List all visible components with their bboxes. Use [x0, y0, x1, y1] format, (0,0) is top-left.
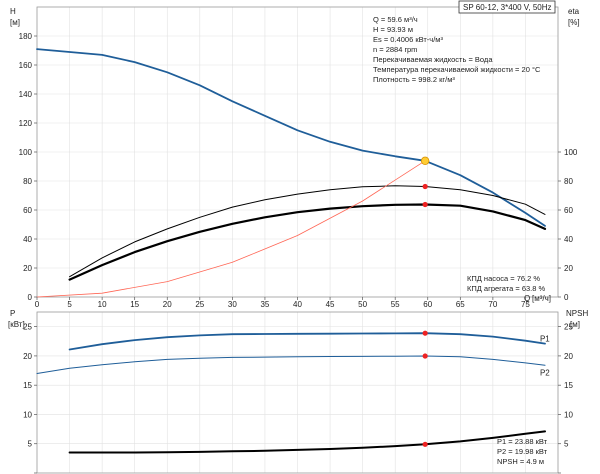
p1-curve [68, 332, 546, 351]
q-tick-label: 60 [423, 300, 432, 309]
h-tick-label: 120 [19, 119, 33, 128]
q-tick-label: 50 [358, 300, 367, 309]
bottom-ticks: 5 10 15 20 25 5 10 15 20 25 [23, 323, 573, 474]
q-tick-label: 0 [35, 300, 40, 309]
efficiency-line: КПД агрегата = 63.8 % [467, 284, 545, 293]
q-tick-label: 70 [488, 300, 497, 309]
q-axis-unit: [м³/ч] [532, 294, 551, 303]
eta-axis-unit: [%] [568, 18, 580, 27]
p-tick-label: 5 [28, 440, 33, 449]
npsh-curve [68, 430, 546, 454]
npsh-tick-label: 15 [564, 381, 573, 390]
q-tick-label: 25 [195, 300, 204, 309]
p-axis-label: P [10, 309, 15, 318]
eta-tick-label: 60 [564, 206, 573, 215]
q-tick-label: 10 [98, 300, 107, 309]
eta-tick-label: 0 [564, 293, 569, 302]
info-line: Es = 0.4006 кВт-ч/м³ [373, 35, 443, 44]
eta-axis-label: eta [568, 7, 580, 16]
info-line: Плотность = 998.2 кг/м³ [373, 75, 455, 84]
bottom-curves: P1 P2 [36, 330, 550, 454]
result-line: P1 = 23.88 кВт [497, 437, 548, 446]
info-line: n = 2884 rpm [373, 45, 417, 54]
efficiency-info: КПД насоса = 76.2 %КПД агрегата = 63.8 % [467, 274, 545, 293]
series-label-p2: P2 [540, 368, 550, 377]
h-axis-unit: [м] [10, 18, 20, 27]
q-tick-label: 40 [293, 300, 302, 309]
unit-efficiency-curve [68, 203, 547, 281]
bottom-plot-frame [36, 311, 559, 474]
eta-tick-label: 100 [564, 148, 578, 157]
result-line: NPSH = 4.9 м [497, 457, 544, 466]
q-tick-label: 15 [130, 300, 139, 309]
h-tick-label: 160 [19, 61, 33, 70]
q-tick-label: 75 [521, 300, 530, 309]
h-tick-label: 0 [28, 293, 33, 302]
head-curve [36, 48, 546, 227]
result-line: P2 = 19.98 кВт [497, 447, 548, 456]
q-tick-label: 5 [67, 300, 72, 309]
duty-point-npsh [422, 441, 428, 447]
info-line: H = 93.93 м [373, 25, 413, 34]
duty-point-pump-efficiency [422, 183, 428, 190]
eta-tick-label: 40 [564, 235, 573, 244]
top-ticks: 0 20 40 60 80 100 120 140 160 180 0 20 40 60 80 100 0 5 10… [19, 32, 578, 309]
p-axis-unit: [кВт] [8, 320, 25, 329]
q-tick-label: 35 [260, 300, 269, 309]
p-tick-label: 15 [23, 381, 32, 390]
info-line: Перекачиваемая жидкость = Вода [373, 55, 493, 64]
pump-efficiency-curve [69, 185, 546, 278]
p2-curve [36, 355, 546, 374]
q-tick-label: 55 [391, 300, 400, 309]
h-tick-label: 60 [23, 206, 32, 215]
q-tick-label: 30 [228, 300, 237, 309]
efficiency-line: КПД насоса = 76.2 % [467, 274, 540, 283]
eta-tick-label: 80 [564, 177, 573, 186]
info-line: Q = 59.6 м³/ч [373, 15, 418, 24]
q-tick-label: 65 [456, 300, 465, 309]
chart-title: SP 60-12, 3*400 V, 50Hz [463, 3, 552, 12]
npsh-tick-label: 10 [564, 410, 573, 419]
npsh-axis-label: NPSH [566, 309, 588, 318]
h-axis-label: H [10, 7, 16, 16]
operating-info: Q = 59.6 м³/чH = 93.93 мEs = 0.4006 кВт-… [373, 15, 541, 84]
npsh-axis-unit: [м] [570, 320, 580, 329]
p-tick-label: 25 [23, 323, 32, 332]
top-curves [36, 48, 547, 298]
duty-point-unit-efficiency [422, 201, 428, 208]
duty-point-p2 [422, 353, 428, 359]
h-tick-label: 40 [23, 235, 32, 244]
npsh-tick-label: 5 [564, 440, 569, 449]
info-line: Температура перекачиваемой жидкости = 20… [373, 65, 541, 74]
bottom-grid [37, 312, 558, 473]
h-tick-label: 140 [19, 90, 33, 99]
h-tick-label: 20 [23, 264, 32, 273]
npsh-tick-label: 25 [564, 323, 573, 332]
q-tick-label: 45 [326, 300, 335, 309]
npsh-tick-label: 20 [564, 352, 573, 361]
duty-point-p1 [422, 330, 428, 336]
eta-tick-label: 20 [564, 264, 573, 273]
p-tick-label: 10 [23, 410, 32, 419]
duty-point-head [420, 156, 430, 166]
h-tick-label: 180 [19, 32, 33, 41]
series-label-p1: P1 [540, 335, 550, 344]
h-tick-label: 100 [19, 148, 33, 157]
h-tick-label: 80 [23, 177, 32, 186]
q-tick-label: 20 [163, 300, 172, 309]
title-badge [458, 0, 556, 14]
system-curve [36, 160, 426, 298]
p-tick-label: 20 [23, 352, 32, 361]
q-axis-label: Q [524, 294, 530, 303]
